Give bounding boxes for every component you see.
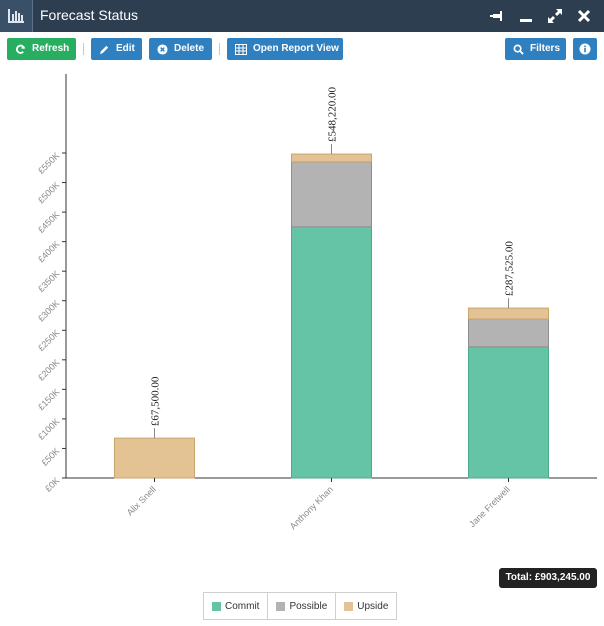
category-label: Jane Fretwell xyxy=(467,484,512,529)
total-badge: Total: £903,245.00 xyxy=(499,568,597,588)
legend-item-upside[interactable]: Upside xyxy=(336,593,396,619)
bar-possible-jane-fretwell xyxy=(468,318,549,348)
bar-possible-anthony-khan xyxy=(291,161,372,228)
total-data-label: £548,220.00 xyxy=(327,87,339,143)
remove-circle-icon xyxy=(157,43,168,55)
legend-label-upside: Upside xyxy=(357,600,389,612)
legend-item-possible[interactable]: Possible xyxy=(268,593,337,619)
legend-label-commit: Commit xyxy=(225,600,260,612)
category-label: Anthony Khan xyxy=(288,484,335,531)
open-report-view-label: Open Report View xyxy=(253,43,339,54)
upside-swatch xyxy=(344,601,354,611)
y-tick-label: £150K xyxy=(36,387,61,412)
edit-button[interactable]: Edit xyxy=(91,38,142,60)
pin-icon[interactable] xyxy=(488,6,508,26)
commit-swatch xyxy=(212,601,221,611)
bar-upside-alix-snell xyxy=(114,437,195,479)
y-tick-label: £100K xyxy=(36,416,61,441)
minimize-icon[interactable] xyxy=(516,6,536,26)
chart-legend: Commit Possible Upside xyxy=(203,592,398,620)
forecast-chart: £0K £50K £100K £150K £200K £250K £300K £350K £40… xyxy=(0,66,604,560)
window-title: Forecast Status xyxy=(40,7,139,23)
refresh-button[interactable]: Refresh xyxy=(7,38,76,60)
delete-button[interactable]: Delete xyxy=(149,38,212,60)
possible-swatch xyxy=(276,601,286,611)
y-tick-label: £550K xyxy=(36,150,61,175)
category-label: Alix Snell xyxy=(125,484,158,517)
window-titlebar: Forecast Status xyxy=(0,0,604,32)
y-tick-label: £50K xyxy=(39,446,61,468)
bar-upside-jane-fretwell xyxy=(468,307,549,320)
delete-label: Delete xyxy=(174,43,205,54)
filters-label: Filters xyxy=(530,43,561,54)
toolbar-divider xyxy=(219,43,220,55)
chart-svg: £0K £50K £100K £150K £200K £250K £300K £350K £40… xyxy=(36,74,597,531)
info-icon xyxy=(579,43,591,55)
y-tick-label: £400K xyxy=(36,239,61,264)
total-data-label: £67,500.00 xyxy=(150,376,162,426)
open-report-view-button[interactable]: Open Report View xyxy=(227,38,343,60)
y-tick-label: £500K xyxy=(36,180,61,205)
y-tick-label: £350K xyxy=(36,269,61,294)
y-tick-label: £0K xyxy=(43,475,61,493)
filters-button[interactable]: Filters xyxy=(505,38,566,60)
bar-chart-icon xyxy=(0,0,33,32)
y-tick-label: £300K xyxy=(36,298,61,323)
bar-upside-anthony-khan xyxy=(291,153,372,163)
table-icon xyxy=(235,43,247,55)
refresh-icon xyxy=(16,44,26,54)
legend-label-possible: Possible xyxy=(289,600,328,612)
edit-label: Edit xyxy=(116,43,135,54)
legend-item-commit[interactable]: Commit xyxy=(204,593,269,619)
bar-commit-anthony-khan xyxy=(291,226,372,479)
bar-commit-jane-fretwell xyxy=(468,346,549,479)
maximize-icon[interactable] xyxy=(545,6,565,26)
info-button[interactable] xyxy=(573,38,597,60)
search-icon xyxy=(513,44,524,55)
y-tick-label: £450K xyxy=(36,209,61,234)
y-tick-label: £200K xyxy=(36,357,61,382)
refresh-label: Refresh xyxy=(32,43,70,54)
toolbar: Refresh Edit Delete Open Report View Fil… xyxy=(0,32,604,66)
pencil-icon xyxy=(99,45,109,54)
toolbar-divider xyxy=(83,43,84,55)
y-tick-label: £250K xyxy=(36,328,61,353)
total-data-label: £287,525.00 xyxy=(504,241,516,297)
close-icon[interactable] xyxy=(574,6,594,26)
